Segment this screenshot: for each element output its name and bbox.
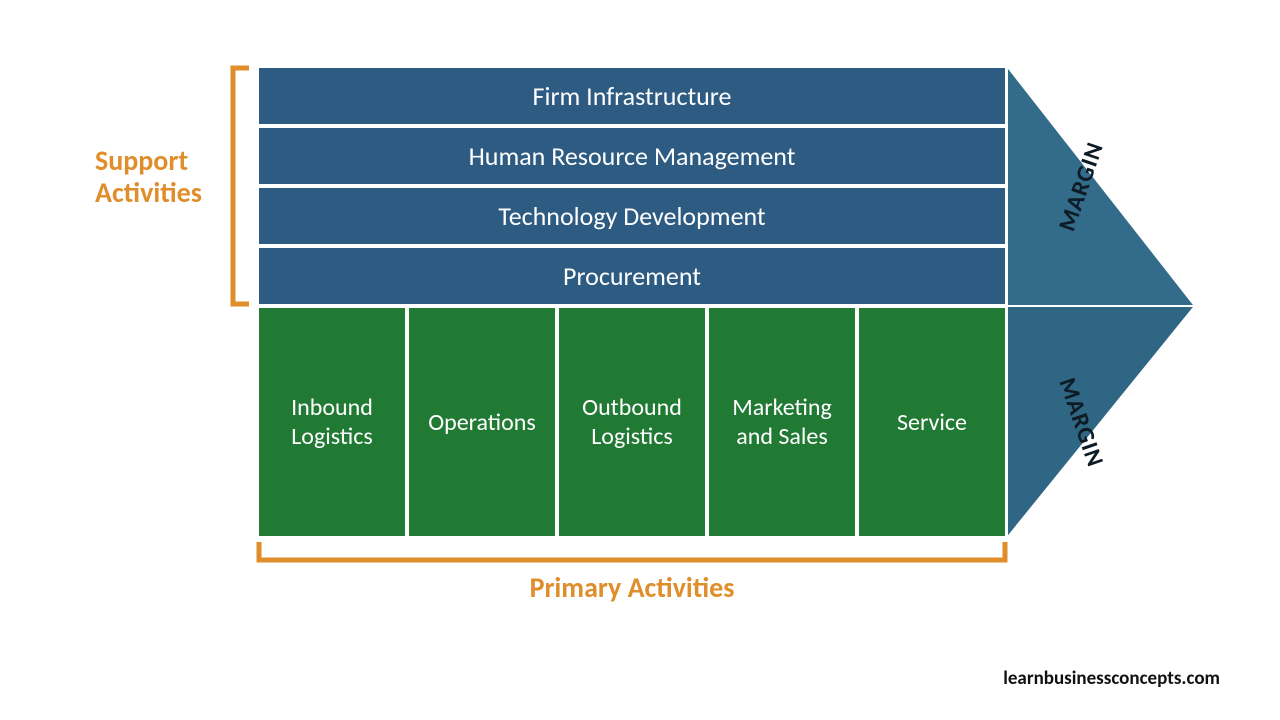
primary-cell: Marketing and Sales xyxy=(707,306,857,538)
primary-cell: Inbound Logistics xyxy=(257,306,407,538)
support-label-line2: Activities xyxy=(95,175,202,210)
support-row: Firm Infrastructure xyxy=(257,66,1007,126)
support-activities-label: Support Activities xyxy=(95,145,235,209)
support-row: Human Resource Management xyxy=(257,126,1007,186)
support-row: Technology Development xyxy=(257,186,1007,246)
support-label-line1: Support xyxy=(95,143,188,178)
support-row: Procurement xyxy=(257,246,1007,306)
primary-activities-label: Primary Activities xyxy=(257,570,1007,605)
source-text: learnbusinessconcepts.com xyxy=(1003,667,1220,690)
value-chain-diagram: Firm InfrastructureHuman Resource Manage… xyxy=(0,0,1280,720)
primary-cell: Operations xyxy=(407,306,557,538)
primary-cell: Service xyxy=(857,306,1007,538)
primary-label-text: Primary Activities xyxy=(530,570,735,605)
primary-cell: Outbound Logistics xyxy=(557,306,707,538)
source-attribution: learnbusinessconcepts.com xyxy=(1003,667,1220,690)
